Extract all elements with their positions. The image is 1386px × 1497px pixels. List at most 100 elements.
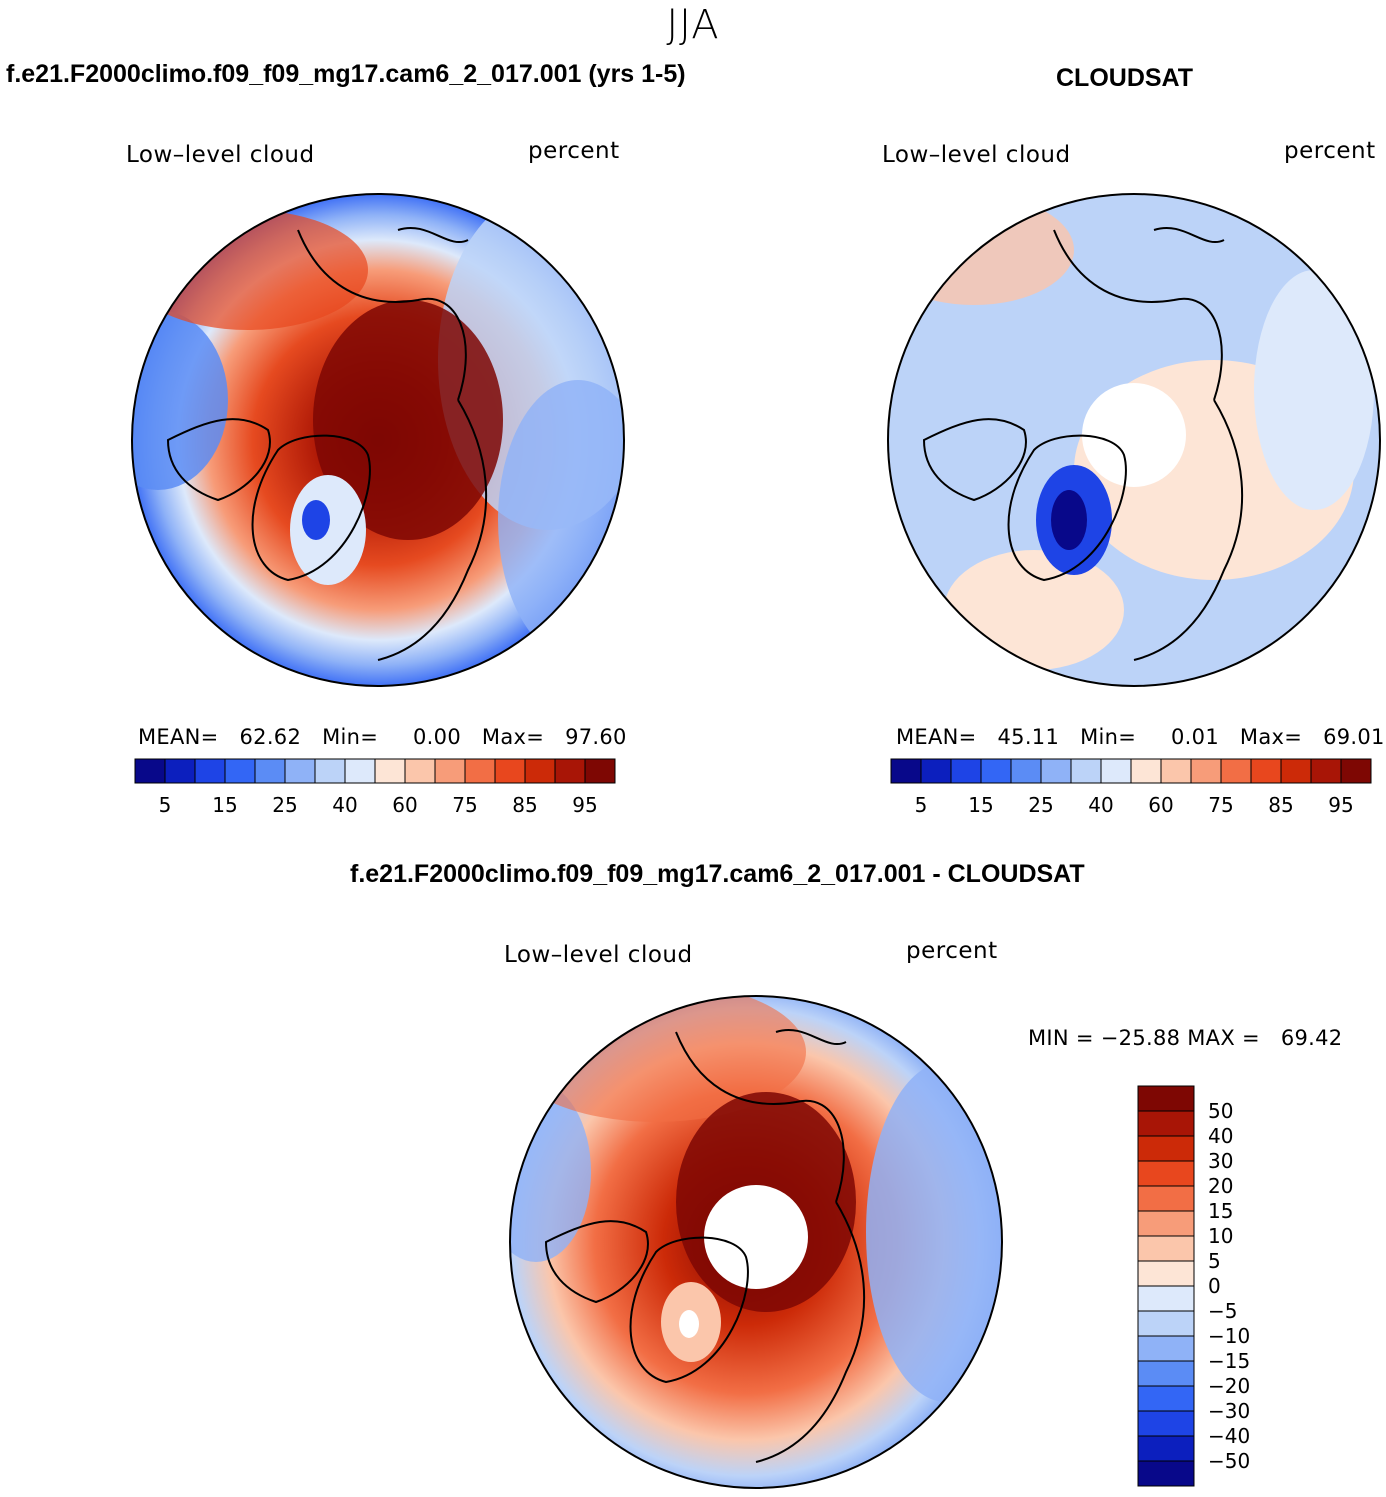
coastline-kamchatka — [775, 1029, 847, 1045]
panel-model-map — [131, 193, 625, 687]
coastline-kamchatka — [1153, 227, 1225, 243]
coastline-eurasia — [377, 399, 488, 661]
map-boundary — [509, 995, 1003, 1489]
colorbar-tick-label: −5 — [1208, 1299, 1237, 1323]
panel-diff-variable: Low–level cloud — [504, 942, 693, 968]
colorbar-cell — [1137, 1360, 1195, 1387]
greenland-minimum — [302, 500, 330, 540]
colorbar-cell — [1137, 1185, 1195, 1212]
colorbar-cell — [1190, 758, 1222, 784]
colorbar-tick-label: 30 — [1208, 1149, 1233, 1173]
colorbar-cell — [494, 758, 526, 784]
colorbar-cell — [1340, 758, 1372, 784]
colorbar-tick-label: 5 — [915, 793, 928, 817]
colorbar-tick-label: −10 — [1208, 1324, 1250, 1348]
colorbar-tick-label: 95 — [1328, 793, 1353, 817]
panel-model-title: f.e21.F2000climo.f09_f09_mg17.cam6_2_017… — [6, 60, 686, 88]
colorbar-cell — [980, 758, 1012, 784]
colorbar-cell — [254, 758, 286, 784]
colorbar-tick-label: 95 — [572, 793, 597, 817]
colorbar-cell — [1100, 758, 1132, 784]
colorbar-cell — [890, 758, 922, 784]
coastline-alaska-siberia — [675, 1031, 845, 1203]
colorbar-tick-label: 15 — [968, 793, 993, 817]
panel-model-colorbar: 5 15 25 40 60 75 85 95 — [134, 758, 616, 817]
colorbar-cell — [1220, 758, 1252, 784]
colorbar-tick-label: 40 — [1088, 793, 1113, 817]
panel-diff-units: percent — [906, 938, 998, 964]
colorbar-cell — [950, 758, 982, 784]
panel-model-variable: Low–level cloud — [126, 142, 315, 168]
panel-obs-colorbar: 5 15 25 40 60 75 85 95 — [890, 758, 1372, 817]
colorbar-cell — [1137, 1210, 1195, 1237]
colorbar-tick-label: 0 — [1208, 1274, 1221, 1298]
colorbar-cell — [314, 758, 346, 784]
colorbar-cell — [1137, 1135, 1195, 1162]
coastline-canada — [922, 418, 1027, 502]
colorbar-cell — [1137, 1335, 1195, 1362]
colorbar-tick-label: 60 — [392, 793, 417, 817]
panel-diff-stats: MIN = −25.88 MAX = 69.42 — [1028, 1026, 1343, 1050]
panel-model-units: percent — [528, 138, 620, 164]
coastline-canada — [166, 418, 271, 502]
panel-diff-title: f.e21.F2000climo.f09_f09_mg17.cam6_2_017… — [350, 860, 1085, 888]
polar-data-gap — [1082, 383, 1186, 487]
colorbar-cell — [920, 758, 952, 784]
colorbar-tick-label: 5 — [159, 793, 172, 817]
colorbar-cell — [194, 758, 226, 784]
coastline-kamchatka — [397, 227, 469, 243]
colorbar-cell — [134, 758, 166, 784]
coastline-greenland — [1007, 434, 1127, 582]
coastline-eurasia — [1133, 399, 1244, 661]
negative-region — [510, 1082, 591, 1262]
colorbar-cell — [1137, 1285, 1195, 1312]
high-cloud-region — [132, 210, 368, 330]
colorbar-cell — [1310, 758, 1342, 784]
colorbar-tick-label: 25 — [272, 793, 297, 817]
colorbar-cell — [1160, 758, 1192, 784]
colorbar-cell — [554, 758, 586, 784]
colorbar-tick-label: −50 — [1208, 1449, 1250, 1473]
colorbar-tick-label: 40 — [1208, 1124, 1233, 1148]
colorbar-cell — [1137, 1435, 1195, 1462]
cloud-region — [944, 550, 1124, 670]
colorbar-tick-label: −30 — [1208, 1399, 1250, 1423]
colorbar-tick-label: −15 — [1208, 1349, 1250, 1373]
colorbar-tick-label: 50 — [1208, 1099, 1233, 1123]
colorbar-tick-label: 15 — [212, 793, 237, 817]
colorbar-tick-label: 85 — [512, 793, 537, 817]
colorbar-cell — [374, 758, 406, 784]
colorbar-cell — [224, 758, 256, 784]
colorbar-cell — [524, 758, 556, 784]
map-boundary — [131, 193, 625, 687]
colorbar-cell — [1250, 758, 1282, 784]
colorbar-cell — [1130, 758, 1162, 784]
panel-obs-variable: Low–level cloud — [882, 142, 1071, 168]
colorbar-cell — [1070, 758, 1102, 784]
season-title: JJA — [666, 2, 720, 48]
panel-obs-title: CLOUDSAT — [1056, 64, 1194, 92]
colorbar-cell — [1040, 758, 1072, 784]
colorbar-cell — [584, 758, 616, 784]
colorbar-tick-label: 25 — [1028, 793, 1053, 817]
colorbar-cell — [464, 758, 496, 784]
colorbar-cell — [1137, 1460, 1195, 1487]
colorbar-cell — [1137, 1310, 1195, 1337]
polar-data-gap — [704, 1185, 808, 1289]
coastline-alaska-siberia — [1053, 229, 1223, 401]
colorbar-tick-label: −40 — [1208, 1424, 1250, 1448]
coastline-eurasia — [755, 1201, 866, 1463]
greenland-zero — [679, 1310, 699, 1338]
colorbar-cell — [1010, 758, 1042, 784]
colorbar-cell — [1137, 1085, 1195, 1112]
colorbar-cell — [434, 758, 466, 784]
colorbar-cell — [404, 758, 436, 784]
cloud-region — [1254, 270, 1374, 510]
colorbar-cell — [284, 758, 316, 784]
colorbar-cell — [164, 758, 196, 784]
colorbar-cell — [1137, 1385, 1195, 1412]
coastline-greenland — [251, 434, 371, 582]
colorbar-tick-label: 5 — [1208, 1249, 1221, 1273]
colorbar-cell — [1137, 1235, 1195, 1262]
panel-obs-stats: MEAN= 45.11 Min= 0.01 Max= 69.01 — [896, 725, 1385, 749]
